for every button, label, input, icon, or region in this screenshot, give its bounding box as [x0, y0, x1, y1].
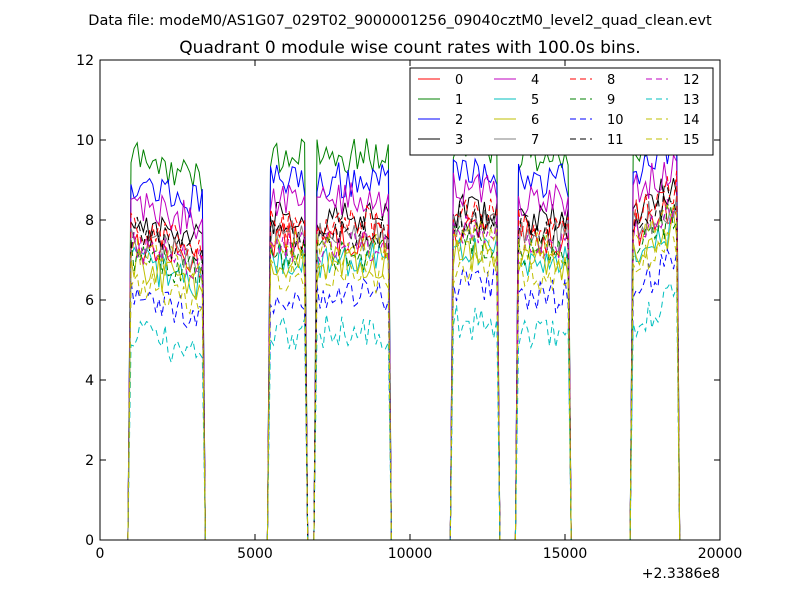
- legend-label-2: 2: [455, 113, 463, 128]
- series-line-14: [100, 231, 681, 541]
- y-tick-label: 6: [85, 293, 94, 309]
- series-line-11: [100, 185, 681, 541]
- x-tick-label: 0: [96, 546, 105, 562]
- legend-frame: [409, 67, 714, 156]
- series-line-7: [100, 195, 681, 541]
- x-tick-label: 10000: [388, 546, 433, 562]
- plot-frame: [99, 59, 721, 541]
- series-layer: [100, 112, 681, 541]
- legend-label-7: 7: [531, 133, 539, 148]
- legend-label-11: 11: [607, 133, 624, 148]
- series-line-13: [100, 281, 681, 541]
- series-line-3: [100, 178, 681, 541]
- series-line-2: [100, 130, 681, 541]
- y-tick-label: 0: [85, 533, 94, 549]
- y-tick-label: 2: [85, 453, 94, 469]
- legend-label-8: 8: [607, 73, 615, 88]
- legend-label-15: 15: [683, 133, 700, 148]
- series-line-9: [100, 204, 681, 541]
- legend-label-14: 14: [683, 113, 700, 128]
- legend-label-1: 1: [455, 93, 463, 108]
- legend-label-6: 6: [531, 113, 539, 128]
- chart-title: Quadrant 0 module wise count rates with …: [179, 38, 640, 58]
- series-line-6: [100, 213, 681, 541]
- series-line-15: [100, 204, 681, 541]
- figure-suptitle: Data file: modeM0/AS1G07_029T02_90000012…: [88, 13, 712, 29]
- series-line-8: [100, 170, 681, 541]
- legend-label-12: 12: [683, 73, 700, 88]
- series-line-10: [100, 247, 681, 541]
- series-line-4: [100, 153, 681, 541]
- x-offset-label: +2.3386e8: [642, 566, 720, 582]
- x-tick-label: 15000: [543, 546, 588, 562]
- legend-label-13: 13: [683, 93, 700, 108]
- y-tick-label: 12: [76, 53, 94, 69]
- legend-label-5: 5: [531, 93, 539, 108]
- legend-label-10: 10: [607, 113, 624, 128]
- legend-label-3: 3: [455, 133, 463, 148]
- y-tick-label: 4: [85, 373, 94, 389]
- legend-label-4: 4: [531, 73, 539, 88]
- y-tick-label: 10: [76, 133, 94, 149]
- x-tick-label: 20000: [698, 546, 743, 562]
- series-line-12: [100, 199, 681, 541]
- y-tick-label: 8: [85, 213, 94, 229]
- x-tick-label: 5000: [237, 546, 273, 562]
- legend-label-0: 0: [455, 73, 463, 88]
- legend-label-9: 9: [607, 93, 615, 108]
